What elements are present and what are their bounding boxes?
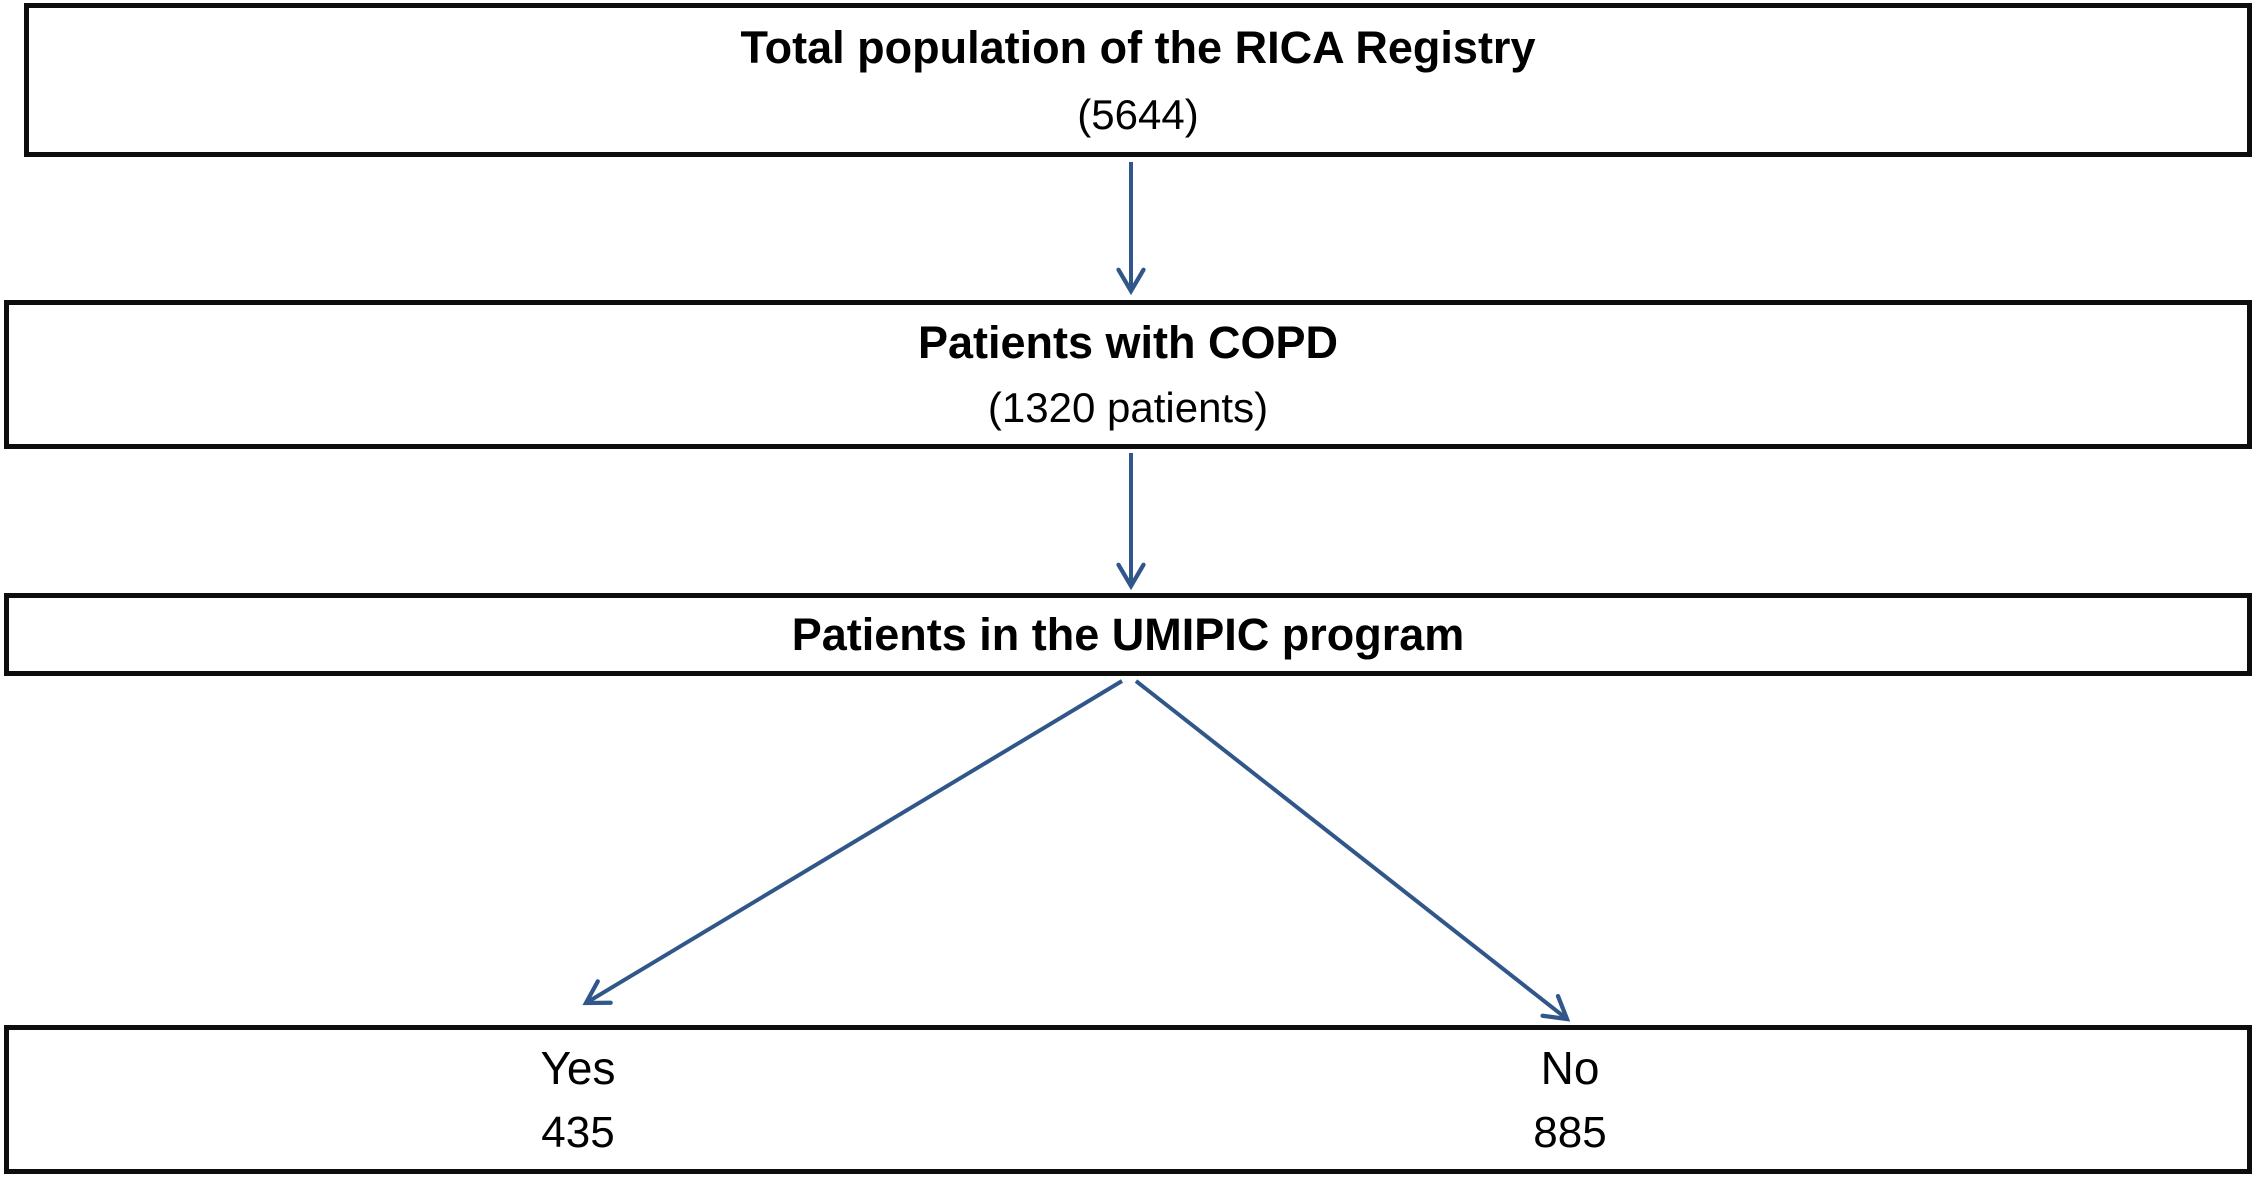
node-copd-title: Patients with COPD <box>917 317 1339 368</box>
branch-no: No 885 <box>1415 1030 1725 1169</box>
node-umipic-outcome: Yes 435 No 885 <box>4 1025 2252 1174</box>
node-umipic-title: Patients in the UMIPIC program <box>791 609 1465 660</box>
node-umipic: Patients in the UMIPIC program <box>4 593 2252 676</box>
node-copd: Patients with COPD (1320 patients) <box>4 300 2252 449</box>
node-rica-registry: Total population of the RICA Registry (5… <box>24 3 2252 157</box>
node-rica-registry-title: Total population of the RICA Registry <box>740 21 1536 73</box>
branch-yes: Yes 435 <box>423 1030 733 1169</box>
arrow-umipic-to-yes <box>586 679 1124 1003</box>
node-rica-registry-count: (5644) <box>1077 90 1199 138</box>
node-copd-count: (1320 patients) <box>987 384 1269 431</box>
branch-yes-value: 435 <box>541 1107 615 1157</box>
arrow-umipic-to-no <box>1134 679 1567 1019</box>
branch-yes-label: Yes <box>540 1041 616 1094</box>
branch-no-label: No <box>1540 1041 1600 1094</box>
branch-no-value: 885 <box>1533 1107 1607 1157</box>
